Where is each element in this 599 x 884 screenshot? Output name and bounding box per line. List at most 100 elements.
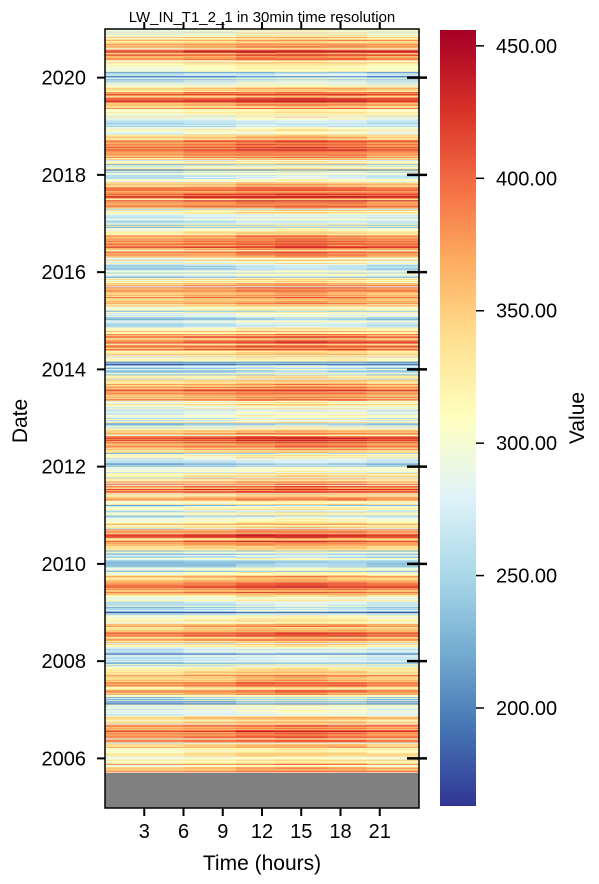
heatmap-cell	[105, 627, 184, 630]
heatmap-cell	[327, 618, 368, 620]
heatmap-cell	[275, 638, 328, 640]
heatmap-cell	[105, 746, 184, 748]
heatmap-cell	[183, 79, 237, 82]
heatmap-cell	[183, 320, 237, 323]
heatmap-cell	[327, 209, 368, 211]
heatmap-cell	[105, 258, 184, 260]
heatmap-cell	[105, 694, 184, 696]
heatmap-cell	[235, 622, 276, 624]
heatmap-cell	[275, 139, 328, 141]
heatmap-cell	[235, 637, 276, 639]
heatmap-cell	[183, 62, 237, 65]
heatmap-cell	[235, 597, 276, 600]
heatmap-cell	[327, 710, 368, 712]
heatmap-cell	[105, 108, 184, 111]
heatmap-cell	[235, 688, 276, 690]
heatmap-cell	[275, 223, 328, 225]
heatmap-cell	[105, 64, 184, 66]
heatmap-cell	[105, 42, 184, 45]
heatmap-cell	[275, 265, 328, 268]
heatmap-cell	[327, 119, 368, 121]
heatmap-cell	[105, 511, 184, 514]
heatmap-cell	[105, 721, 184, 723]
heatmap-cell	[327, 162, 368, 165]
heatmap-cell	[275, 503, 328, 505]
heatmap-cell	[183, 215, 237, 218]
heatmap-cell	[275, 711, 328, 713]
heatmap-cell	[105, 577, 184, 580]
heatmap-cell	[235, 368, 276, 371]
heatmap-cell	[105, 651, 184, 653]
heatmap-cell	[327, 514, 368, 516]
heatmap-cell	[235, 539, 276, 542]
heatmap-cell	[235, 513, 276, 515]
heatmap-cell	[275, 315, 328, 318]
heatmap-cell	[366, 62, 419, 65]
heatmap-cell	[105, 741, 184, 743]
heatmap-cell	[105, 416, 184, 418]
heatmap-cell	[105, 560, 184, 563]
heatmap-cell	[366, 335, 419, 338]
heatmap-cell	[366, 333, 419, 336]
heatmap-cell	[366, 510, 419, 513]
heatmap-cell	[235, 731, 276, 734]
heatmap-cell	[235, 203, 276, 205]
heatmap-cell	[105, 575, 184, 578]
heatmap-cell	[183, 643, 237, 646]
heatmap-cell	[235, 551, 276, 553]
heatmap-cell	[235, 66, 276, 68]
heatmap-cell	[275, 535, 328, 537]
heatmap-cell	[105, 543, 184, 546]
heatmap-cell	[327, 637, 368, 639]
heatmap-cell	[183, 142, 237, 145]
heatmap-cell	[105, 393, 184, 395]
heatmap-cell	[366, 716, 419, 719]
heatmap-cell	[105, 415, 184, 417]
heatmap-cell	[327, 481, 368, 483]
heatmap-cell	[275, 725, 328, 727]
heatmap-cell	[275, 519, 328, 521]
heatmap-cell	[183, 612, 237, 615]
heatmap-cell	[183, 487, 237, 490]
heatmap-cell	[366, 176, 419, 178]
heatmap-cell	[327, 264, 368, 267]
heatmap-cell	[327, 698, 368, 701]
heatmap-cell	[235, 602, 276, 604]
heatmap-cell	[105, 210, 184, 212]
heatmap-cell	[235, 146, 276, 149]
heatmap-cell	[183, 695, 237, 698]
heatmap-cell	[275, 517, 328, 519]
heatmap-cell	[366, 695, 419, 698]
heatmap-cell	[275, 293, 328, 295]
heatmap-cell	[183, 438, 237, 441]
heatmap-cell	[235, 723, 276, 725]
heatmap-cell	[183, 118, 237, 120]
heatmap-cell	[235, 614, 276, 617]
heatmap-cell	[366, 437, 419, 440]
heatmap-cell	[275, 335, 328, 338]
heatmap-cell	[366, 733, 419, 736]
heatmap-cell	[275, 760, 328, 762]
heatmap-cell	[183, 617, 237, 619]
heatmap-cell	[366, 257, 419, 259]
heatmap-cell	[235, 306, 276, 308]
heatmap-cell	[327, 769, 368, 772]
heatmap-cell	[183, 741, 237, 743]
heatmap-cell	[366, 113, 419, 116]
heatmap-cell	[183, 237, 237, 239]
heatmap-cell	[275, 724, 328, 726]
heatmap-cell	[105, 340, 184, 342]
heatmap-cell	[105, 302, 184, 305]
heatmap-cell	[183, 390, 237, 393]
heatmap-cell	[366, 296, 419, 298]
heatmap-cell	[235, 71, 276, 73]
heatmap-cell	[275, 414, 328, 416]
heatmap-cell	[327, 219, 368, 221]
heatmap-cell	[105, 629, 184, 632]
heatmap-cell	[235, 694, 276, 696]
heatmap-cell	[275, 378, 328, 380]
heatmap-cell	[235, 338, 276, 341]
heatmap-cell	[183, 454, 237, 457]
heatmap-cell	[366, 625, 419, 627]
heatmap-cell	[366, 498, 419, 500]
